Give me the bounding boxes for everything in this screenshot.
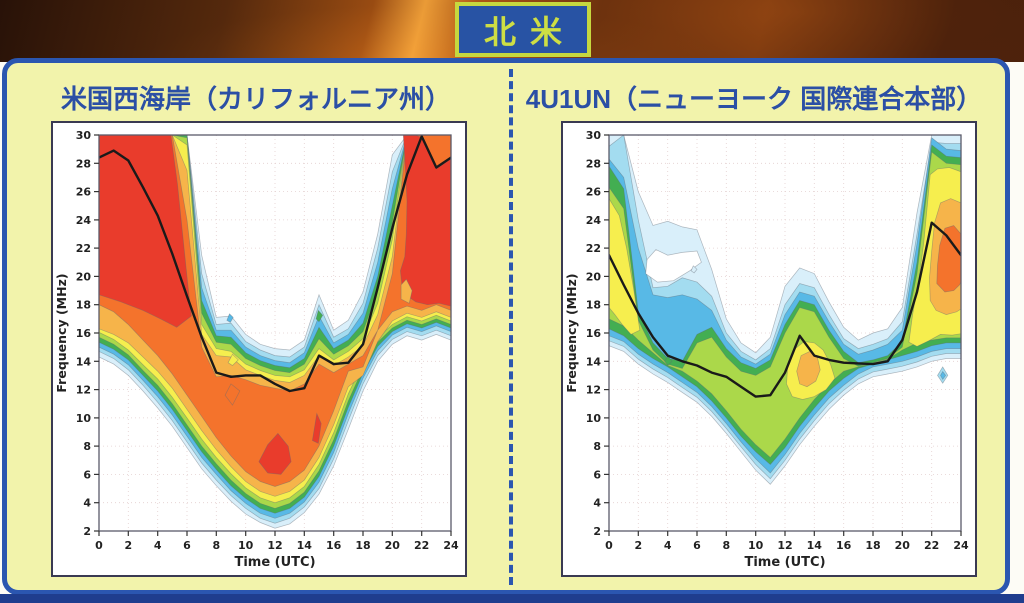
svg-text:2: 2	[634, 539, 642, 552]
svg-text:12: 12	[76, 384, 91, 397]
svg-text:24: 24	[443, 539, 459, 552]
svg-text:8: 8	[83, 440, 91, 453]
svg-text:18: 18	[865, 539, 880, 552]
svg-text:14: 14	[76, 355, 92, 368]
chart-title-4u1un: 4U1UN（ニューヨーク 国際連合本部）	[525, 84, 983, 114]
chart-panel-west-coast: 2 4 6 8 10 12 14 16 18 20 22 24 26 28 30 0 2 4 6 8 10 12 14 16 1…	[51, 121, 467, 577]
svg-text:6: 6	[693, 539, 701, 552]
svg-text:10: 10	[238, 539, 254, 552]
svg-text:30: 30	[586, 129, 602, 142]
svg-text:20: 20	[76, 270, 92, 283]
svg-text:2: 2	[124, 539, 132, 552]
svg-text:28: 28	[76, 157, 91, 170]
svg-text:18: 18	[586, 299, 601, 312]
svg-text:24: 24	[76, 214, 92, 227]
svg-text:6: 6	[183, 539, 191, 552]
svg-text:12: 12	[586, 384, 601, 397]
svg-text:6: 6	[83, 468, 91, 481]
svg-text:4: 4	[593, 497, 601, 510]
svg-text:10: 10	[586, 412, 602, 425]
svg-text:10: 10	[76, 412, 92, 425]
svg-text:14: 14	[807, 539, 823, 552]
svg-text:24: 24	[586, 214, 602, 227]
svg-text:22: 22	[414, 539, 429, 552]
svg-text:16: 16	[326, 539, 342, 552]
svg-text:14: 14	[297, 539, 313, 552]
svg-text:20: 20	[895, 539, 911, 552]
svg-text:20: 20	[385, 539, 401, 552]
svg-text:Time (UTC): Time (UTC)	[744, 555, 825, 570]
svg-text:4: 4	[664, 539, 672, 552]
svg-text:16: 16	[586, 327, 602, 340]
svg-text:2: 2	[593, 525, 601, 538]
bottom-bar	[0, 594, 1024, 603]
svg-text:4: 4	[83, 497, 91, 510]
svg-text:12: 12	[267, 539, 282, 552]
svg-text:28: 28	[586, 157, 601, 170]
svg-text:4: 4	[154, 539, 162, 552]
svg-text:22: 22	[924, 539, 939, 552]
chart-title-west-coast: 米国西海岸（カリフォルニア州）	[60, 84, 451, 114]
svg-text:18: 18	[76, 299, 91, 312]
region-badge: 北米	[455, 2, 591, 57]
svg-text:18: 18	[355, 539, 370, 552]
svg-text:0: 0	[605, 539, 613, 552]
svg-text:12: 12	[777, 539, 792, 552]
svg-text:24: 24	[953, 539, 969, 552]
chart-panel-4u1un: 2 4 6 8 10 12 14 16 18 20 22 24 26 28 30 0 2 4 6 8 10 12 14 16 1…	[561, 121, 977, 577]
svg-text:30: 30	[76, 129, 92, 142]
svg-text:26: 26	[76, 186, 92, 199]
svg-text:Frequency (MHz): Frequency (MHz)	[564, 273, 579, 392]
svg-text:8: 8	[593, 440, 601, 453]
svg-text:Time (UTC): Time (UTC)	[234, 555, 315, 570]
svg-text:0: 0	[95, 539, 103, 552]
svg-text:14: 14	[586, 355, 602, 368]
dashed-divider	[509, 69, 513, 585]
svg-text:2: 2	[83, 525, 91, 538]
svg-text:8: 8	[722, 539, 730, 552]
svg-text:16: 16	[76, 327, 92, 340]
svg-text:6: 6	[593, 468, 601, 481]
svg-text:10: 10	[748, 539, 764, 552]
svg-text:22: 22	[76, 242, 91, 255]
svg-text:16: 16	[836, 539, 852, 552]
svg-text:20: 20	[586, 270, 602, 283]
region-badge-label: 北米	[483, 13, 576, 50]
svg-text:22: 22	[586, 242, 601, 255]
svg-text:26: 26	[586, 186, 602, 199]
svg-text:8: 8	[212, 539, 220, 552]
svg-text:Frequency (MHz): Frequency (MHz)	[54, 273, 69, 392]
